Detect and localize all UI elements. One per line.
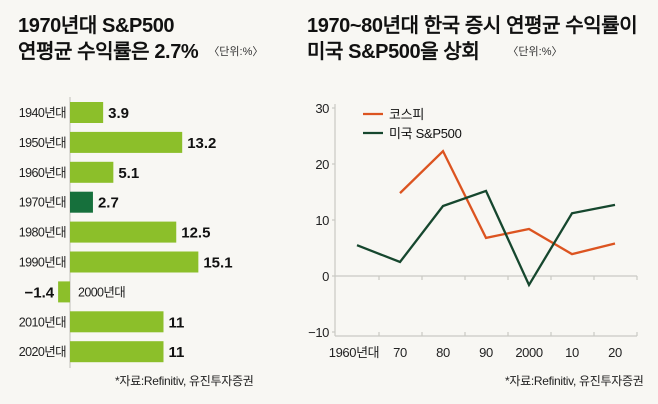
x-tick-label: 90 xyxy=(479,345,493,360)
x-tick-label: 80 xyxy=(436,345,450,360)
y-tick-label: −10 xyxy=(308,325,329,340)
bar-category-label: 2000년대 xyxy=(78,285,125,299)
left-unit-label: 〈단위:%〉 xyxy=(208,46,264,58)
bar-category-label: 1970년대 xyxy=(19,196,66,210)
right-title-line2: 미국 S&P500을 상회 〈단위:%〉 xyxy=(307,39,637,65)
bar-value-label: 11 xyxy=(169,314,185,331)
bar-category-label: 2020년대 xyxy=(19,345,66,359)
bar xyxy=(70,131,183,153)
bar-value-label: 2.7 xyxy=(98,195,119,212)
bar xyxy=(58,281,70,303)
bar-value-label: 15.1 xyxy=(203,255,232,272)
bar-category-label: 1940년대 xyxy=(19,106,66,120)
y-tick-label: 10 xyxy=(315,213,329,228)
bar-highlighted xyxy=(70,191,93,213)
bar xyxy=(70,311,164,333)
right-title-line2-text: 미국 S&P500을 상회 xyxy=(307,41,480,63)
left-title-line2: 연평균 수익률은 2.7% 〈단위:%〉 xyxy=(18,39,263,65)
bar-category-label: 1960년대 xyxy=(19,166,66,180)
bar-category-label: 1980년대 xyxy=(19,226,66,240)
left-title-line2-text: 연평균 수익률은 2.7% xyxy=(18,41,199,63)
x-tick-label: 10 xyxy=(565,345,579,360)
bar-value-label: 11 xyxy=(169,344,185,361)
y-tick-label: 20 xyxy=(315,157,329,172)
y-tick-label: 30 xyxy=(315,101,329,116)
bar xyxy=(70,221,177,243)
right-chart-title: 1970~80년대 한국 증시 연평균 수익률이 미국 S&P500을 상회 〈단… xyxy=(307,13,638,65)
x-tick-label: 70 xyxy=(393,345,407,360)
bar xyxy=(70,102,104,123)
x-tick-label: 20 xyxy=(608,345,622,360)
legend-label: 미국 S&P500 xyxy=(389,126,462,141)
bar-value-label: 12.5 xyxy=(181,225,210,242)
right-unit-label: 〈단위:%〉 xyxy=(507,46,563,58)
y-tick-label: 0 xyxy=(322,269,329,284)
bar xyxy=(70,251,199,273)
right-source-note: *자료:Refinitiv, 유진투자증권 xyxy=(505,374,644,388)
legend-label: 코스피 xyxy=(389,107,424,122)
bar-value-label: −1.4 xyxy=(24,284,54,301)
left-chart-title: 1970년대 S&P500 연평균 수익률은 2.7% 〈단위:%〉 xyxy=(18,13,263,65)
bar-value-label: 13.2 xyxy=(187,135,216,152)
bar-value-label: 5.1 xyxy=(118,165,139,182)
bar xyxy=(70,161,114,183)
left-title-line1: 1970년대 S&P500 xyxy=(18,15,175,37)
right-title-line1: 1970~80년대 한국 증시 연평균 수익률이 xyxy=(307,15,638,37)
bar-chart: 1940년대 3.9 1950년대 13.2 1960년대 5.1 1970년대 2.7 198… xyxy=(19,97,233,368)
series-line-kospi xyxy=(399,149,616,256)
bar-category-label: 1990년대 xyxy=(19,256,66,270)
bar-category-label: 2010년대 xyxy=(19,315,66,329)
bar-category-label: 1950년대 xyxy=(19,136,66,150)
x-tick-label: 1960년대 xyxy=(329,345,379,360)
x-tick-label: 2000 xyxy=(515,345,542,360)
bar xyxy=(70,341,164,363)
bar-value-label: 3.9 xyxy=(108,105,129,122)
left-source-note: *자료:Refinitiv, 유진투자증권 xyxy=(115,374,254,388)
